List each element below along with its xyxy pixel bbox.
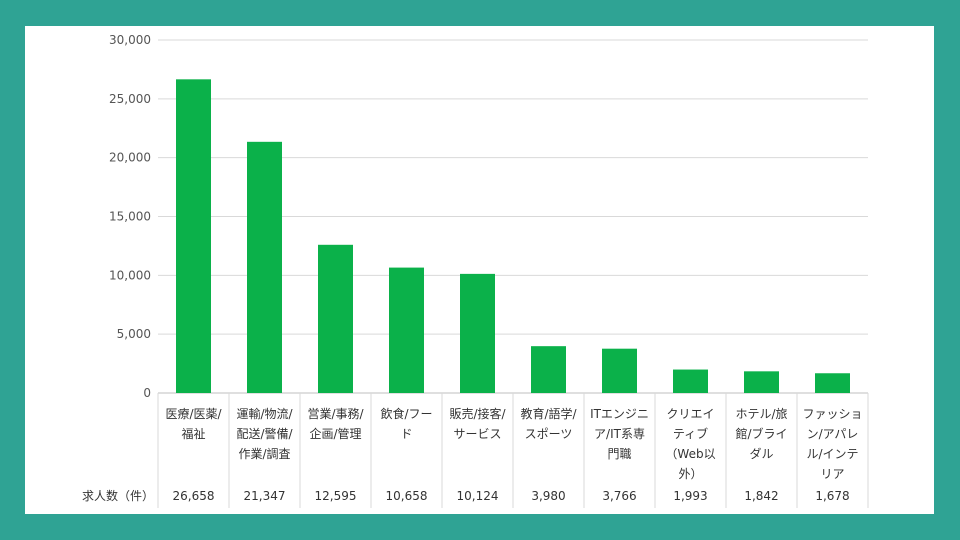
category-label-9-line-1: ン/アパレ: [807, 427, 859, 441]
value-label-2: 12,595: [315, 489, 357, 503]
bar-5: [531, 346, 566, 393]
value-label-9: 1,678: [815, 489, 849, 503]
y-tick-label-1: 5,000: [117, 327, 151, 341]
category-label-3: 飲食/フード: [380, 406, 432, 441]
category-labels: 医療/医薬/福祉運輸/物流/配送/警備/作業/調査営業/事務/企画/管理飲食/フ…: [165, 406, 862, 481]
category-label-7-line-1: ティブ: [673, 426, 708, 441]
category-label-1-line-2: 作業/調査: [238, 447, 290, 461]
y-axis-ticks: 0 5,000 10,000 15,000 20,000 25,000 30,000: [109, 33, 151, 400]
value-label-6: 3,766: [602, 489, 636, 503]
category-label-6-line-2: 門職: [607, 447, 631, 461]
value-label-4: 10,124: [457, 489, 499, 503]
category-label-5-line-1: スポーツ: [525, 427, 573, 441]
category-label-9-line-3: リア: [820, 467, 844, 481]
table-row-label: 求人数（件）: [82, 488, 154, 503]
category-label-6-line-1: ア/IT系専: [594, 427, 645, 441]
value-label-5: 3,980: [531, 489, 565, 503]
category-label-3-line-1: ド: [400, 427, 412, 441]
category-label-7-line-2: （Web以: [665, 447, 715, 461]
bar-2: [318, 244, 353, 393]
bar-4: [460, 273, 495, 393]
category-label-8-line-0: ホテル/旅: [735, 407, 787, 421]
category-label-7-line-3: 外）: [678, 467, 702, 481]
bar-6: [602, 348, 637, 393]
bar-1: [247, 141, 282, 393]
y-tick-label-2: 10,000: [109, 268, 151, 282]
value-label-8: 1,842: [744, 489, 778, 503]
category-label-8-line-2: ダル: [749, 446, 773, 461]
category-label-5-line-0: 教育/語学/: [520, 406, 577, 421]
category-label-4-line-1: サービス: [453, 427, 501, 441]
y-tick-label-3: 15,000: [109, 210, 151, 224]
category-label-7-line-0: クリエイ: [666, 407, 714, 421]
bar-7: [673, 369, 708, 393]
category-label-0-line-0: 医療/医薬/: [165, 407, 222, 421]
bar-8: [744, 371, 779, 393]
category-label-8-line-1: 館/ブライ: [735, 426, 787, 441]
y-tick-label-0: 0: [143, 386, 151, 400]
category-label-6-line-0: ITエンジニ: [590, 407, 649, 421]
category-label-0-line-1: 福祉: [181, 426, 205, 441]
category-label-1-line-1: 配送/警備/: [236, 426, 293, 441]
bars: [176, 79, 850, 393]
category-label-1-line-0: 運輸/物流/: [236, 406, 293, 421]
category-label-2: 営業/事務/企画/管理: [307, 407, 364, 441]
value-label-3: 10,658: [386, 489, 428, 503]
y-tick-label-5: 25,000: [109, 92, 151, 106]
category-label-2-line-1: 企画/管理: [309, 426, 361, 441]
bar-9: [815, 373, 850, 393]
bar-0: [176, 79, 211, 393]
category-label-1: 運輸/物流/配送/警備/作業/調査: [236, 406, 293, 461]
category-label-3-line-0: 飲食/フー: [380, 406, 432, 421]
category-label-9-line-2: ル/インテ: [806, 447, 858, 461]
value-label-0: 26,658: [173, 489, 215, 503]
y-tick-label-4: 20,000: [109, 151, 151, 165]
category-label-9-line-0: ファッショ: [802, 407, 862, 421]
chart-card: 0 5,000 10,000 15,000 20,000 25,000 30,000 医療/…: [25, 26, 934, 514]
bar-chart: 0 5,000 10,000 15,000 20,000 25,000 30,000 医療/…: [82, 33, 869, 508]
value-label-7: 1,993: [673, 489, 707, 503]
value-label-1: 21,347: [244, 489, 286, 503]
category-label-0: 医療/医薬/福祉: [165, 407, 222, 441]
data-table: 求人数（件） 26,658 21,347 12,595 10,658 10,124 3,9…: [82, 393, 869, 508]
category-label-4-line-0: 販売/接客/: [449, 406, 506, 421]
category-label-4: 販売/接客/サービス: [449, 406, 506, 441]
category-label-5: 教育/語学/スポーツ: [520, 406, 577, 441]
bar-3: [389, 267, 424, 393]
y-tick-label-6: 30,000: [109, 33, 151, 47]
category-label-2-line-0: 営業/事務/: [307, 407, 364, 421]
